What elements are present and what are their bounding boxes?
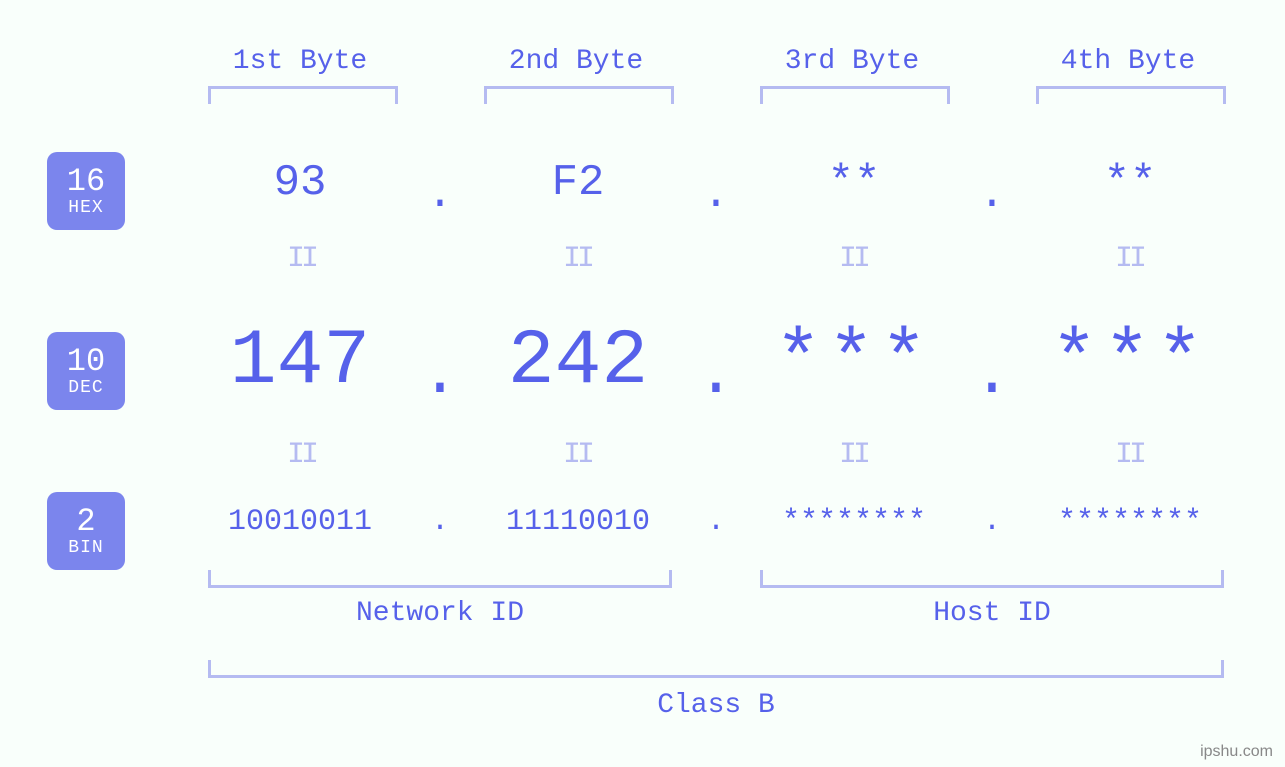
bin-row: 10010011 . 11110010 . ******** . *******… [180, 505, 1265, 539]
dec-byte-1: 147 [180, 318, 420, 406]
host-label: Host ID [760, 598, 1224, 629]
watermark: ipshu.com [1200, 743, 1273, 761]
equals-2-2: II [563, 438, 591, 472]
equals-1-4: II [1115, 242, 1143, 276]
hex-byte-2: F2 [460, 158, 696, 208]
network-label: Network ID [208, 598, 672, 629]
equals-2-1: II [287, 438, 315, 472]
equals-2-4: II [1115, 438, 1143, 472]
badge-hex: 16 HEX [47, 152, 125, 230]
dec-byte-4: *** [1012, 318, 1248, 406]
hex-dot-1: . [420, 170, 460, 220]
badge-bin-num: 2 [47, 504, 125, 539]
byte-header-1: 1st Byte [200, 46, 400, 77]
equals-1-2: II [563, 242, 591, 276]
dec-row: 147 . 242 . *** . *** [180, 318, 1265, 406]
badge-dec-num: 10 [47, 344, 125, 379]
hex-byte-4: ** [1012, 158, 1248, 208]
top-bracket-4 [1036, 86, 1226, 104]
bin-dot-3: . [972, 505, 1012, 539]
dec-dot-1: . [420, 340, 460, 412]
badge-dec: 10 DEC [47, 332, 125, 410]
badge-dec-txt: DEC [47, 379, 125, 399]
dec-dot-2: . [696, 340, 736, 412]
dec-byte-2: 242 [460, 318, 696, 406]
bin-byte-1: 10010011 [180, 505, 420, 539]
bin-dot-2: . [696, 505, 736, 539]
hex-dot-2: . [696, 170, 736, 220]
network-bracket [208, 570, 672, 588]
bin-dot-1: . [420, 505, 460, 539]
dec-dot-3: . [972, 340, 1012, 412]
top-bracket-1 [208, 86, 398, 104]
badge-bin-txt: BIN [47, 539, 125, 559]
top-bracket-2 [484, 86, 674, 104]
byte-header-4: 4th Byte [1028, 46, 1228, 77]
hex-row: 93 . F2 . ** . ** [180, 158, 1265, 208]
byte-header-3: 3rd Byte [752, 46, 952, 77]
badge-bin: 2 BIN [47, 492, 125, 570]
hex-dot-3: . [972, 170, 1012, 220]
equals-1-3: II [839, 242, 867, 276]
badge-hex-txt: HEX [47, 199, 125, 219]
bin-byte-4: ******** [1012, 505, 1248, 539]
class-bracket [208, 660, 1224, 678]
class-label: Class B [208, 690, 1224, 721]
host-bracket [760, 570, 1224, 588]
byte-header-2: 2nd Byte [476, 46, 676, 77]
equals-1-1: II [287, 242, 315, 276]
hex-byte-1: 93 [180, 158, 420, 208]
bin-byte-2: 11110010 [460, 505, 696, 539]
top-bracket-3 [760, 86, 950, 104]
dec-byte-3: *** [736, 318, 972, 406]
equals-2-3: II [839, 438, 867, 472]
bin-byte-3: ******** [736, 505, 972, 539]
badge-hex-num: 16 [47, 164, 125, 199]
hex-byte-3: ** [736, 158, 972, 208]
